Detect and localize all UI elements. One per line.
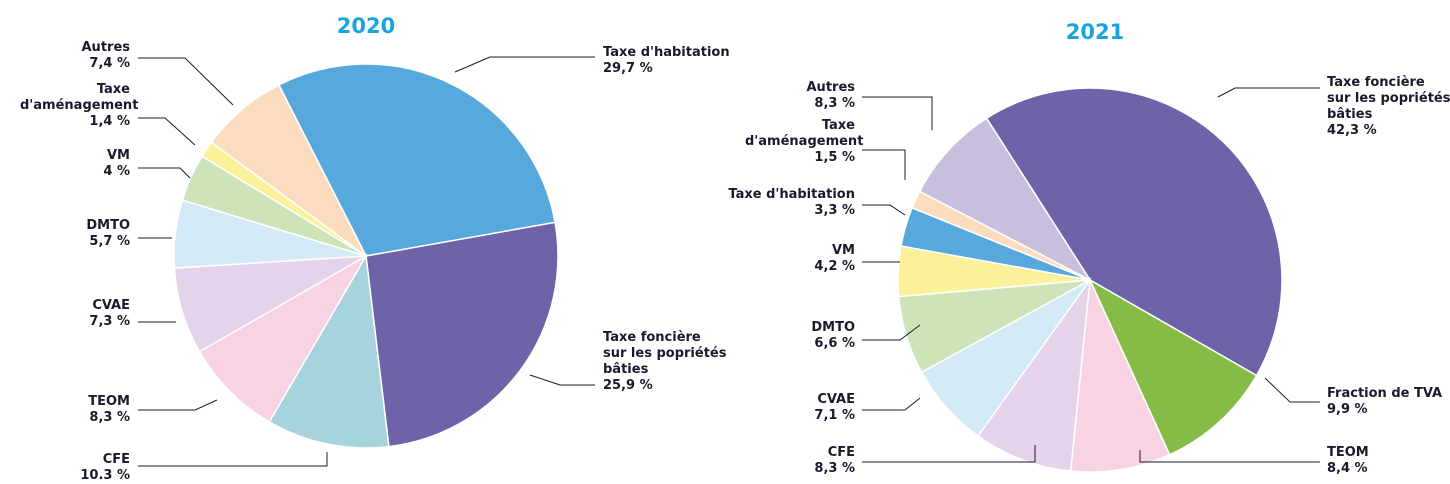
pie-slice	[976, 277, 1092, 472]
category-label: VM	[832, 243, 855, 258]
pie-slice	[918, 117, 1093, 282]
pie-slice	[985, 87, 1283, 377]
category-label: Autres	[81, 40, 131, 55]
leader-line	[862, 204, 906, 216]
slice-label: VM 4,2 %	[735, 243, 855, 275]
pie-slice	[210, 83, 367, 257]
slice-label: TEOM 8,3 %	[10, 394, 130, 426]
slice-label: DMTO 6,6 %	[735, 320, 855, 352]
pie-slice	[277, 63, 556, 257]
leader-line	[138, 117, 196, 146]
slice-label: Taxe d'habitation 29,7 %	[603, 45, 753, 77]
leader-line	[1139, 450, 1320, 463]
category-label: Taxe d'aménagement	[20, 82, 139, 113]
leader-line	[138, 399, 218, 411]
category-label: CFE	[102, 452, 130, 467]
pie-slice	[198, 253, 369, 423]
value-label: 25,9 %	[603, 378, 653, 393]
value-label: 1,5 %	[814, 150, 855, 165]
slice-label: CVAE 7,1 %	[735, 392, 855, 424]
leader-line	[529, 374, 595, 386]
slice-label: CVAE 7,3 %	[10, 298, 130, 330]
slice-label: TEOM 8,4 %	[1327, 445, 1450, 477]
slice-label: Autres 7,4 %	[10, 40, 131, 72]
leader-line	[862, 445, 1036, 463]
category-label: CVAE	[92, 298, 130, 313]
leader-line	[1217, 87, 1320, 98]
category-label: VM	[107, 148, 130, 163]
pie-slice	[1069, 277, 1171, 473]
slice-label: Taxe d'aménagement 1,5 %	[745, 118, 864, 166]
leader-line	[454, 56, 595, 73]
chart-title: 2021	[1065, 20, 1125, 44]
category-label: CFE	[827, 445, 855, 460]
slice-label: DMTO 5,7 %	[10, 218, 130, 250]
category-label: Taxe foncière sur les popriétés bâties	[1327, 75, 1450, 122]
category-label: Fraction de TVA	[1327, 386, 1443, 401]
value-label: 6,6 %	[814, 336, 855, 351]
value-label: 8,3 %	[814, 96, 855, 111]
leader-line	[862, 324, 921, 341]
pie-slice	[1088, 278, 1258, 456]
leader-line	[862, 96, 933, 130]
value-label: 1,4 %	[89, 114, 130, 129]
value-label: 9,9 %	[1327, 402, 1368, 417]
chart-title: 2020	[336, 14, 396, 38]
pie-slice	[268, 253, 390, 449]
pie-slice	[365, 221, 559, 448]
value-label: 29,7 %	[603, 61, 653, 76]
category-label: TEOM	[1327, 445, 1369, 460]
category-label: DMTO	[811, 320, 855, 335]
leader-line	[1264, 377, 1320, 403]
category-label: Autres	[806, 80, 856, 95]
leader-line	[862, 397, 921, 411]
category-label: TEOM	[88, 394, 130, 409]
value-label: 4 %	[103, 164, 130, 179]
value-label: 8,3 %	[89, 410, 130, 425]
leader-line	[138, 167, 191, 179]
leader-line	[862, 149, 906, 180]
value-label: 7,1 %	[814, 408, 855, 423]
value-label: 7,3 %	[89, 314, 130, 329]
value-label: 3,3 %	[814, 203, 855, 218]
category-label: DMTO	[86, 218, 130, 233]
leader-line	[138, 452, 328, 467]
slice-label: CFE 10.3 %	[10, 452, 130, 484]
value-label: 7,4 %	[89, 56, 130, 71]
category-label: Taxe d'habitation	[728, 187, 855, 202]
category-label: CVAE	[817, 392, 855, 407]
value-label: 5,7 %	[89, 234, 130, 249]
slice-label: Taxe foncière sur les popriétés bâties 42…	[1327, 75, 1450, 139]
slice-label: Taxe foncière sur les popriétés bâties 25…	[603, 330, 728, 394]
slice-label: Fraction de TVA 9,9 %	[1327, 386, 1450, 418]
slice-label: CFE 8,3 %	[735, 445, 855, 477]
value-label: 8,3 %	[814, 461, 855, 476]
slice-label: Autres 8,3 %	[735, 80, 856, 112]
value-label: 8,4 %	[1327, 461, 1368, 476]
value-label: 10.3 %	[80, 468, 130, 483]
value-label: 4,2 %	[814, 259, 855, 274]
slice-label: VM 4 %	[10, 148, 130, 180]
category-label: Taxe d'aménagement	[745, 118, 864, 149]
category-label: Taxe foncière sur les popriétés bâties	[603, 330, 727, 377]
value-label: 42,3 %	[1327, 123, 1377, 138]
category-label: Taxe d'habitation	[603, 45, 730, 60]
leader-line	[138, 57, 234, 106]
slice-label: Taxe d'habitation 3,3 %	[705, 187, 855, 219]
slice-label: Taxe d'aménagement 1,4 %	[20, 82, 139, 130]
